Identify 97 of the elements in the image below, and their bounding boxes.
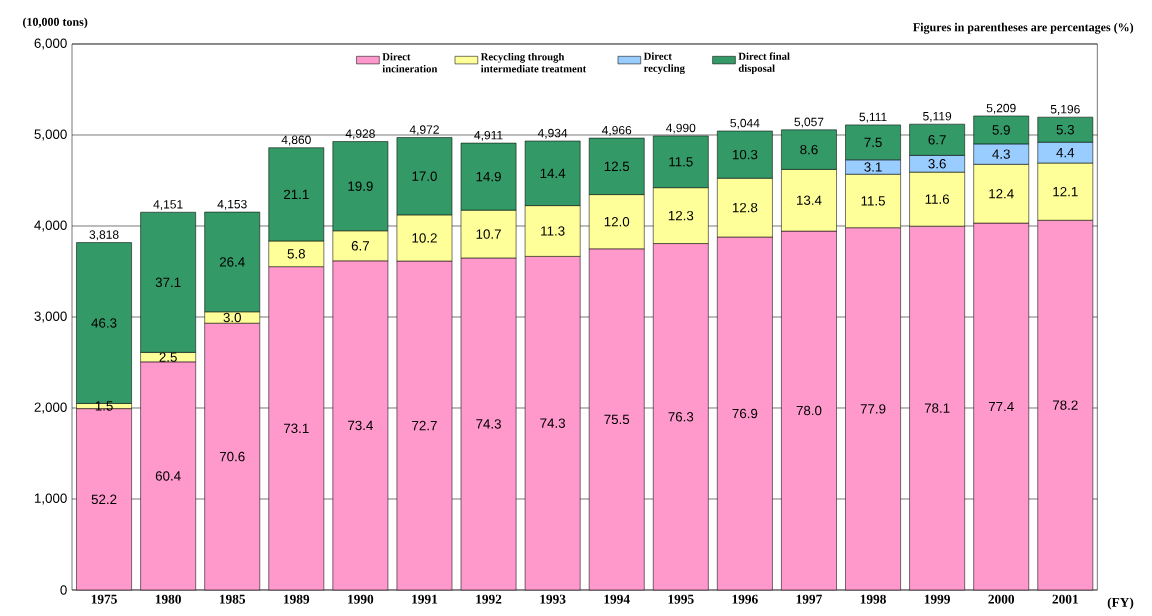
- annotation: 5.8: [287, 249, 305, 259]
- total-label: 4,928: [345, 129, 375, 140]
- annotation: 12.0: [604, 216, 630, 227]
- total-label: 4,934: [537, 128, 568, 139]
- total-label: 4,990: [666, 123, 696, 134]
- annotation: 26.4: [219, 257, 245, 267]
- x-axis-title: (FY): [1107, 597, 1134, 610]
- x-tick-label: 1975: [91, 594, 117, 604]
- annotation: 8.6: [800, 144, 818, 155]
- x-tick-label: 2000: [988, 594, 1015, 604]
- y-tick-label: 4,000: [34, 220, 67, 232]
- total-label: 4,972: [409, 125, 439, 136]
- annotation: 10.3: [732, 149, 758, 160]
- total-label: 4,153: [217, 199, 247, 210]
- total-label: 5,057: [794, 117, 824, 128]
- legend-label: Direct final disposal: [738, 52, 790, 75]
- annotation: 74.3: [476, 419, 501, 429]
- legend-label: Direct recycling: [643, 52, 685, 75]
- total-label: 4,966: [601, 125, 632, 136]
- x-tick-label: 2001: [1052, 594, 1078, 604]
- annotation: 78.1: [924, 403, 950, 413]
- x-tick-label: 1997: [796, 594, 822, 604]
- annotation: 17.0: [412, 171, 437, 181]
- y-tick-label: 5,000: [34, 129, 67, 141]
- legend-label: Recycling through intermediate treatment: [480, 52, 587, 73]
- annotation: 76.9: [732, 408, 758, 419]
- total-label: 5,111: [859, 112, 887, 123]
- annotation: 74.3: [540, 418, 566, 428]
- y-tick-label: 6,000: [34, 38, 67, 50]
- y-tick-label: 1,000: [34, 493, 67, 505]
- text: Figures in parentheses are percentages (%): [913, 22, 1134, 34]
- y-tick-label: 3,000: [34, 311, 67, 323]
- annotation: 12.3: [668, 210, 694, 221]
- x-tick-label: 1995: [668, 594, 694, 604]
- x-tick-label: 1989: [284, 594, 310, 604]
- annotation: 73.1: [284, 423, 309, 434]
- x-tick-label: 1996: [732, 594, 758, 604]
- annotation: 73.4: [348, 420, 373, 431]
- annotation: 7.5: [864, 137, 882, 148]
- total-label: 4,911: [474, 130, 503, 141]
- annotation: 6.7: [928, 135, 946, 145]
- annotation: 46.3: [91, 318, 117, 328]
- annotation: 77.4: [988, 401, 1014, 412]
- annotation: 78.2: [1053, 400, 1078, 410]
- y-tick-label: 2,000: [34, 402, 67, 414]
- x-tick-label: 1994: [604, 594, 630, 604]
- x-tick-label: 1991: [412, 594, 438, 604]
- total-label: 5,209: [986, 103, 1016, 114]
- annotation: 60.4: [155, 471, 181, 481]
- total-label: 5,119: [923, 111, 952, 122]
- annotation: 11.5: [669, 157, 693, 167]
- x-tick-label: 1980: [155, 594, 181, 604]
- annotation: 12.8: [732, 202, 758, 213]
- legend-label: Direct incineration: [382, 52, 438, 73]
- total-label: 3,818: [89, 230, 119, 241]
- annotation: 10.7: [476, 229, 501, 239]
- annotation: 5.9: [992, 125, 1010, 135]
- annotation: 11.5: [861, 196, 885, 206]
- x-tick-label: 1985: [219, 594, 246, 604]
- annotation: 76.3: [668, 412, 694, 422]
- annotation: 14.9: [476, 171, 501, 182]
- annotation: 72.7: [412, 420, 437, 431]
- annotation: 21.1: [283, 189, 309, 200]
- annotation: 52.2: [91, 494, 117, 505]
- annotation: 4.4: [1056, 148, 1075, 158]
- annotation: 78.0: [796, 405, 822, 416]
- annotation: 3.0: [223, 312, 241, 323]
- annotation: 4.3: [992, 149, 1010, 159]
- total-label: 4,151: [153, 200, 183, 210]
- y-axis-title: (10,000 tons): [23, 17, 88, 29]
- x-tick-label: 1992: [476, 594, 502, 604]
- annotation: 3.6: [928, 159, 946, 169]
- annotation: 37.1: [155, 277, 181, 288]
- annotation: 75.5: [604, 414, 630, 425]
- annotation: 12.4: [989, 189, 1014, 199]
- annotation: 14.4: [540, 168, 566, 178]
- annotation: 12.5: [604, 161, 630, 172]
- y-tick-label: 0: [60, 585, 67, 595]
- annotation: 10.2: [412, 233, 437, 243]
- total-label: 5,044: [730, 118, 760, 129]
- annotation: 19.9: [348, 181, 373, 191]
- x-tick-label: 1999: [924, 594, 950, 604]
- total-label: 4,860: [281, 135, 311, 146]
- annotation: 11.6: [925, 194, 950, 204]
- annotation: 70.6: [219, 451, 245, 462]
- x-tick-label: 1993: [540, 594, 566, 604]
- annotation: 13.4: [797, 195, 822, 205]
- annotation: 2.5: [159, 352, 177, 362]
- annotation: 3.1: [864, 162, 882, 172]
- total-label: 5,196: [1050, 104, 1080, 115]
- x-tick-label: 1990: [348, 594, 374, 604]
- annotation: 12.1: [1053, 186, 1078, 197]
- annotation: 11.3: [541, 226, 565, 236]
- annotation: 77.9: [860, 404, 886, 414]
- annotation: 5.3: [1056, 124, 1074, 135]
- annotation: 6.7: [351, 241, 369, 251]
- x-tick-label: 1998: [860, 594, 886, 604]
